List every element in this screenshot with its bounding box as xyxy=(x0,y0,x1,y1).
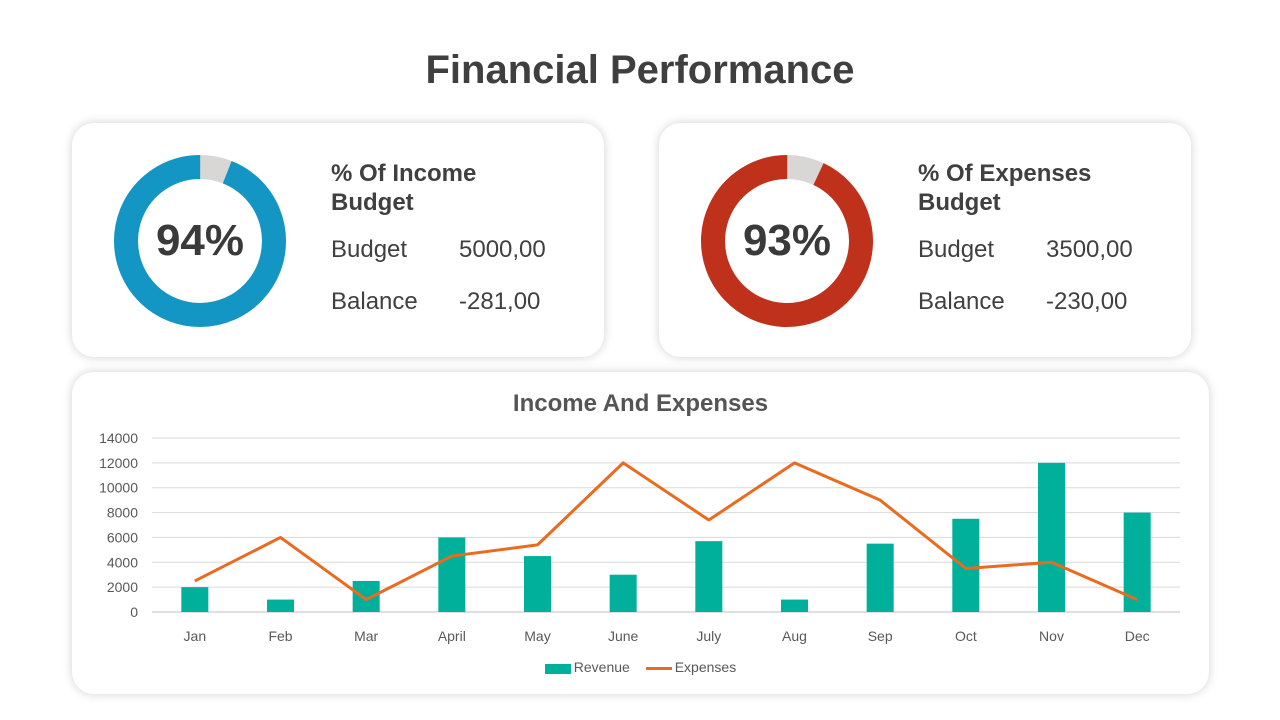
expenses-donut-ring xyxy=(701,155,873,327)
x-tick-label: July xyxy=(696,628,721,644)
revenue-bar xyxy=(352,580,380,612)
x-tick-label: Sep xyxy=(868,628,893,644)
income-budget-card: 94% % Of Income Budget Budget 5000,00 Ba… xyxy=(72,123,604,357)
y-tick-label: 4000 xyxy=(107,554,138,570)
income-balance-row: Balance -281,00 xyxy=(331,287,591,339)
x-tick-label: April xyxy=(438,628,466,644)
expenses-balance-value: -230,00 xyxy=(1046,288,1128,315)
expenses-balance-label: Balance xyxy=(918,288,1005,315)
legend-label-expenses: Expenses xyxy=(674,659,737,676)
y-tick-label: 0 xyxy=(130,604,138,620)
legend-label-revenue: Revenue xyxy=(573,659,630,676)
page-title: Financial Performance xyxy=(425,48,855,92)
x-tick-label: Oct xyxy=(955,628,977,644)
income-percent-label: 94% xyxy=(155,216,245,265)
income-balance-label: Balance xyxy=(331,288,418,315)
revenue-bar xyxy=(181,587,209,612)
expenses-budget-card: 93% % Of Expenses Budget Budget 3500,00 … xyxy=(659,123,1191,357)
expenses-info: % Of Expenses Budget Budget 3500,00 Bala… xyxy=(918,159,1178,339)
revenue-bar xyxy=(267,599,294,612)
income-info: % Of Income Budget Budget 5000,00 Balanc… xyxy=(331,159,591,339)
income-expenses-chart: 0 2000 4000 6000 8000 10000 12000 14000 Jan Feb Ma… xyxy=(99,430,1180,644)
revenue-bar xyxy=(866,543,894,612)
chart-legend: Revenue Expenses xyxy=(72,658,1209,675)
income-donut-ring xyxy=(114,155,286,327)
x-tick-label: Feb xyxy=(268,628,292,644)
y-tick-label: 12000 xyxy=(99,455,138,471)
income-donut-chart: 94% xyxy=(112,153,288,329)
x-tick-label: Jan xyxy=(184,628,207,644)
expenses-budget-row: Budget 3500,00 xyxy=(918,235,1178,287)
legend-swatch-expenses xyxy=(645,667,672,671)
y-tick-label: 2000 xyxy=(107,579,138,595)
income-expenses-chart-card: Income And Expenses 0 2000 4000 6000 8000 100… xyxy=(72,372,1209,694)
x-tick-label: Dec xyxy=(1125,628,1150,644)
x-tick-label: Nov xyxy=(1039,628,1064,644)
revenue-bar xyxy=(609,574,637,612)
y-tick-label: 14000 xyxy=(99,430,138,446)
legend-item-revenue: Revenue xyxy=(544,659,630,676)
revenue-bar xyxy=(695,541,723,612)
revenue-bar xyxy=(524,556,551,612)
chart-title: Income And Expenses xyxy=(512,390,769,417)
expenses-donut-chart: 93% xyxy=(699,153,875,329)
revenue-bar xyxy=(1038,462,1065,612)
income-budget-row: Budget 5000,00 xyxy=(331,235,591,287)
revenue-bar xyxy=(781,599,808,612)
income-budget-label: Budget xyxy=(331,236,408,263)
revenue-bar xyxy=(952,518,980,612)
expenses-donut-progress xyxy=(701,155,873,327)
x-tick-label: Aug xyxy=(782,628,807,644)
expenses-budget-value: 3500,00 xyxy=(1046,236,1133,263)
x-tick-label: May xyxy=(524,628,550,644)
y-tick-label: 10000 xyxy=(99,480,138,496)
expenses-balance-row: Balance -230,00 xyxy=(918,287,1178,339)
y-tick-label: 8000 xyxy=(107,505,138,521)
income-budget-value: 5000,00 xyxy=(459,236,546,263)
expenses-line xyxy=(194,461,1138,602)
expenses-percent-label: 93% xyxy=(742,216,832,265)
expenses-card-title: % Of Expenses Budget xyxy=(918,160,1092,216)
income-card-title: % Of Income Budget xyxy=(331,160,477,216)
legend-item-expenses: Expenses xyxy=(645,659,737,676)
legend-swatch-revenue xyxy=(544,663,571,674)
income-balance-value: -281,00 xyxy=(459,288,541,315)
x-tick-label: June xyxy=(608,628,639,644)
expenses-budget-label: Budget xyxy=(918,236,995,263)
x-tick-label: Mar xyxy=(354,628,378,644)
y-tick-label: 6000 xyxy=(107,529,138,545)
revenue-bar xyxy=(438,537,466,612)
